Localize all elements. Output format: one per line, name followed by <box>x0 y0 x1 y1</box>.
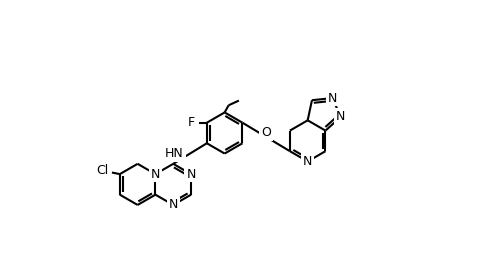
Text: N: N <box>303 155 312 168</box>
Text: N: N <box>168 198 178 211</box>
Text: O: O <box>261 126 271 139</box>
Text: N: N <box>336 110 345 123</box>
Text: F: F <box>188 116 194 129</box>
Text: Cl: Cl <box>96 164 108 177</box>
Text: HN: HN <box>165 147 184 160</box>
Text: N: N <box>150 168 160 181</box>
Text: N: N <box>186 168 196 181</box>
Text: N: N <box>328 92 337 105</box>
